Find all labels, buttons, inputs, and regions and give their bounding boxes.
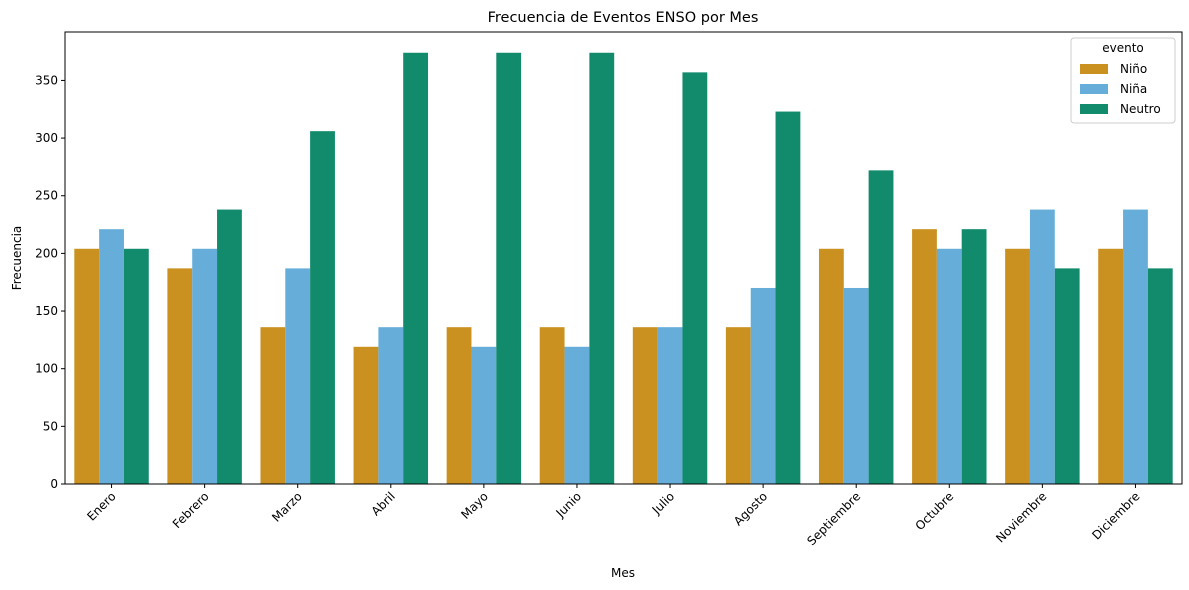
y-axis-label: Frecuencia <box>10 226 24 291</box>
bar <box>1054 268 1080 484</box>
x-axis-label: Mes <box>611 566 635 580</box>
legend-title: evento <box>1102 41 1144 55</box>
x-tick-label: Febrero <box>170 489 212 531</box>
bar <box>961 229 987 484</box>
bar <box>936 248 962 484</box>
chart-title: Frecuencia de Eventos ENSO por Mes <box>488 10 759 26</box>
y-tick-label: 350 <box>35 73 58 87</box>
y-tick-label: 50 <box>43 419 58 433</box>
bar <box>260 327 286 484</box>
bar <box>310 131 335 484</box>
x-tick-label: Enero <box>84 489 118 523</box>
y-axis: 0 50 100 150 200 250 300 350 <box>35 73 65 491</box>
y-tick-label: 150 <box>35 304 58 318</box>
bar <box>589 52 615 484</box>
bar <box>682 72 708 485</box>
legend-swatch <box>1080 84 1108 94</box>
x-tick-label: Marzo <box>269 489 305 525</box>
bar <box>1098 248 1124 484</box>
bar <box>632 327 658 484</box>
legend: evento Niño Niña Neutro <box>1070 37 1176 124</box>
bar <box>471 346 497 484</box>
bar <box>912 229 937 484</box>
bar <box>843 287 869 484</box>
legend-box <box>1070 37 1176 124</box>
bar <box>1029 209 1055 484</box>
bar <box>868 170 894 484</box>
bars-layer <box>74 52 1173 485</box>
y-tick-label: 200 <box>35 246 58 260</box>
bar <box>285 268 311 484</box>
x-tick-label: Agosto <box>731 489 770 528</box>
x-tick-label: Noviembre <box>993 489 1049 545</box>
x-tick-label: Junio <box>553 489 584 520</box>
x-tick-label: Julio <box>649 489 677 517</box>
bar <box>192 248 218 484</box>
bar <box>167 268 193 484</box>
bar <box>657 327 683 484</box>
bar <box>1147 268 1173 484</box>
bar <box>353 346 379 484</box>
legend-swatch <box>1080 104 1108 114</box>
bar <box>818 248 844 484</box>
legend-label: Niño <box>1120 62 1147 76</box>
bar <box>496 52 522 484</box>
legend-swatch <box>1080 64 1108 74</box>
bar <box>564 346 590 484</box>
bar <box>74 248 100 484</box>
y-tick-label: 100 <box>35 362 58 376</box>
x-axis: Enero Febrero Marzo Abril Mayo Junio Julio Agos… <box>84 484 1143 548</box>
bar <box>750 287 776 484</box>
bar <box>1123 209 1148 484</box>
x-tick-label: Septiembre <box>804 489 863 548</box>
bar <box>217 209 242 484</box>
legend-label: Neutro <box>1120 102 1161 116</box>
legend-label: Niña <box>1120 82 1147 96</box>
legend-items: Niño Niña Neutro <box>1080 62 1161 116</box>
y-tick-label: 300 <box>35 131 58 145</box>
x-tick-label: Abril <box>369 489 398 518</box>
bar <box>99 229 124 484</box>
bar <box>1005 248 1030 484</box>
bar <box>446 327 472 484</box>
x-tick-label: Diciembre <box>1089 489 1142 542</box>
bar <box>775 111 801 484</box>
bar <box>539 327 565 484</box>
x-tick-label: Mayo <box>458 489 491 522</box>
bar <box>123 248 149 484</box>
plot-frame <box>64 31 1183 485</box>
bar <box>378 327 404 484</box>
y-tick-label: 0 <box>50 477 58 491</box>
x-tick-label: Octubre <box>913 489 957 533</box>
bar <box>403 52 429 484</box>
y-tick-label: 250 <box>35 189 58 203</box>
bar <box>725 327 751 484</box>
